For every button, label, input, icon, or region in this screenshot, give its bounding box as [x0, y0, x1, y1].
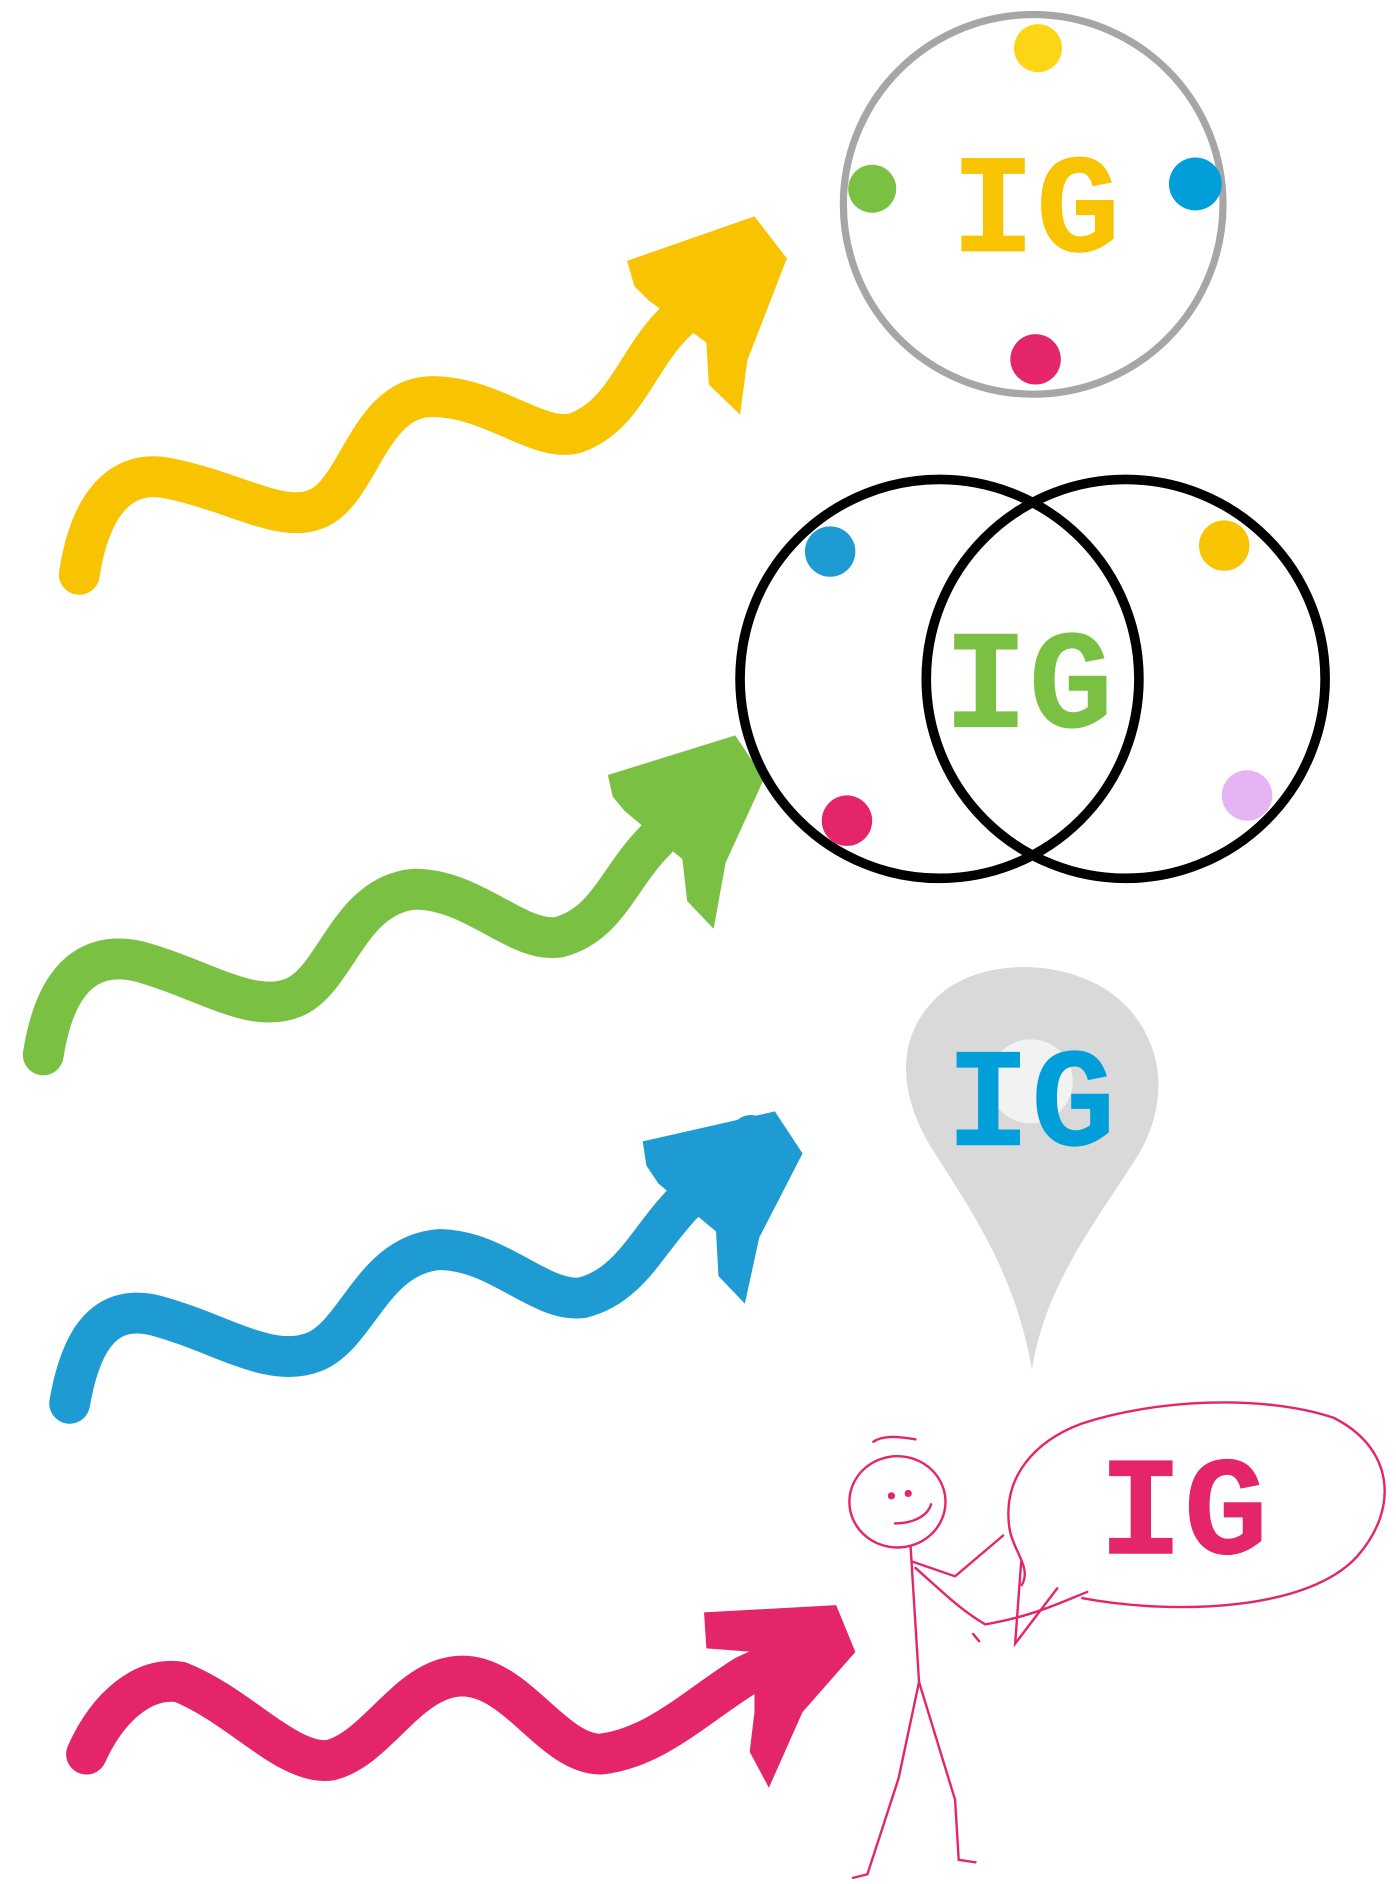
dot	[805, 526, 855, 576]
ig-logo: IG	[946, 1027, 1116, 1188]
dot	[1014, 24, 1062, 72]
dot	[1169, 158, 1222, 211]
pink-arrow	[86, 1605, 855, 1788]
dot	[848, 165, 896, 213]
green-arrow	[43, 735, 764, 1055]
ig-logo: IG	[951, 133, 1121, 294]
dot	[1199, 520, 1249, 570]
dot	[822, 795, 872, 845]
illustration: IG IG IG IG	[0, 0, 1396, 1884]
blue-arrow	[70, 1111, 803, 1403]
dot	[1010, 334, 1060, 384]
page: {"panels": [{"label": "IG"}, {"label": "…	[0, 0, 1396, 1884]
ig-logo: IG	[1098, 1436, 1268, 1597]
stick-figure	[849, 1437, 1087, 1878]
ig-logo: IG	[943, 609, 1113, 770]
yellow-arrow	[79, 216, 787, 574]
dot	[1222, 770, 1272, 820]
